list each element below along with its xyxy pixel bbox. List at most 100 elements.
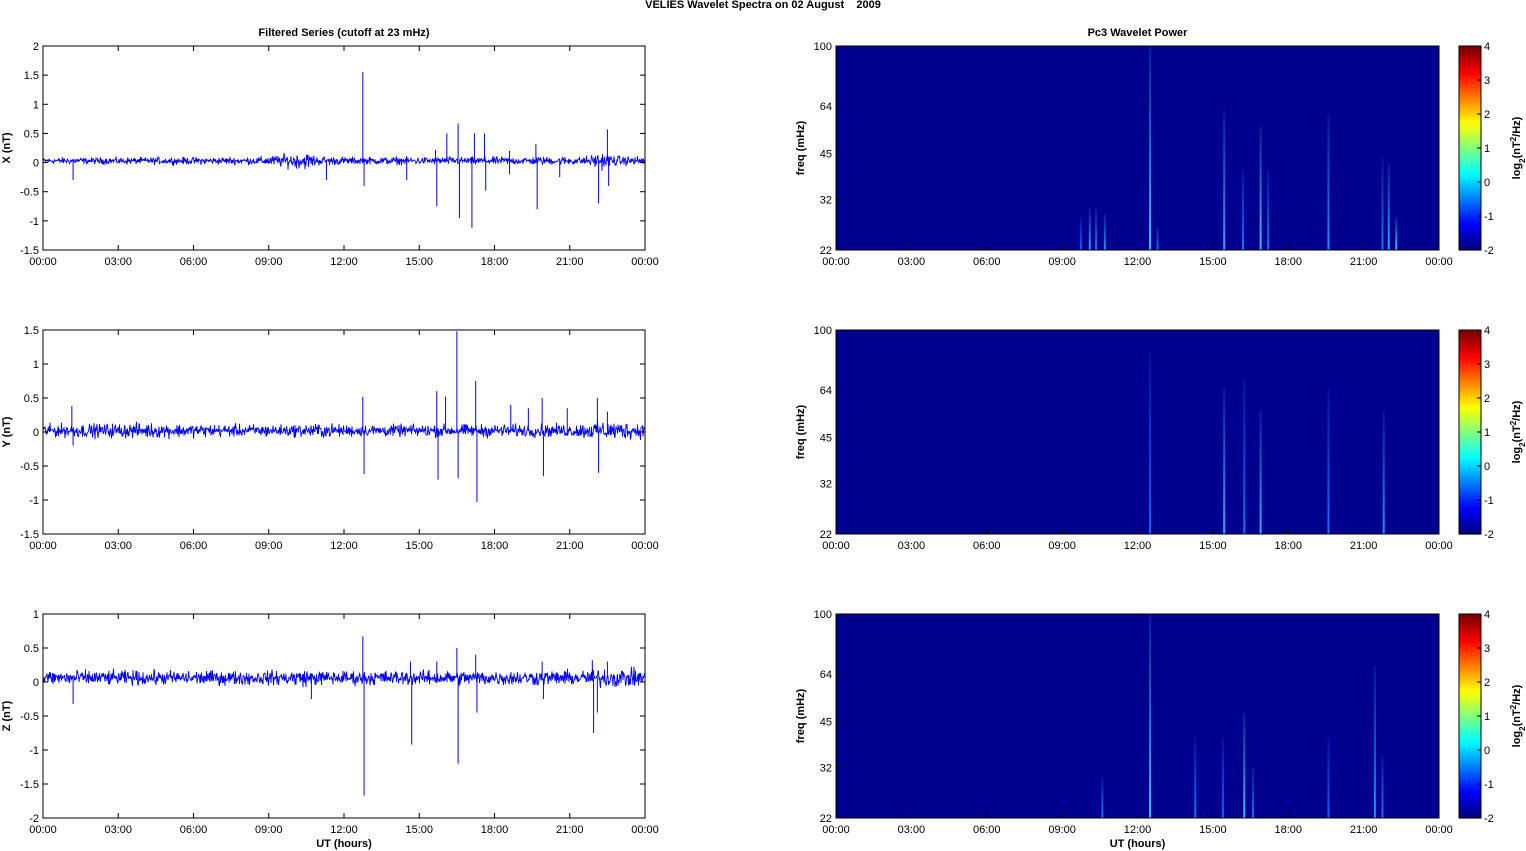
xtick-label: 12:00: [1124, 256, 1152, 268]
colorbar-tick-label: 4: [1484, 325, 1490, 337]
colorbar-cell: [1459, 495, 1481, 500]
colorbar-cell: [1459, 457, 1481, 462]
colorbar-cell: [1459, 371, 1481, 376]
ylabel: freq (mHz): [795, 688, 807, 743]
colorbar-cell: [1459, 214, 1481, 219]
xtick-label: 21:00: [556, 824, 584, 836]
colorbar-cell: [1459, 243, 1481, 248]
colorbar-cell: [1459, 645, 1481, 650]
colorbar-cell: [1459, 103, 1481, 108]
colorbar-cell: [1459, 55, 1481, 60]
ytick-label: -1: [29, 745, 39, 757]
series-line-z: [43, 666, 645, 689]
colorbar-cell: [1459, 163, 1481, 168]
ytick-label: 1.5: [24, 325, 39, 337]
colorbar-cell: [1459, 661, 1481, 666]
ytick-label: 32: [820, 195, 832, 207]
heatmap-background: [836, 330, 1439, 534]
colorbar-cell: [1459, 119, 1481, 124]
xtick-label: 15:00: [1199, 540, 1227, 552]
xtick-label: 09:00: [255, 540, 283, 552]
power-streak: [1243, 378, 1246, 534]
ytick-label: 100: [814, 41, 832, 53]
colorbar-cell: [1459, 106, 1481, 111]
series-trace: [43, 72, 645, 228]
ytick-label: 64: [820, 385, 832, 397]
colorbar-cell: [1459, 703, 1481, 708]
colorbar-cell: [1459, 224, 1481, 229]
colorbar-cell: [1459, 368, 1481, 373]
colorbar-cell: [1459, 330, 1481, 334]
colorbar-cell: [1459, 396, 1481, 401]
plot-area: [43, 614, 645, 818]
xtick-label: 09:00: [1048, 256, 1076, 268]
ytick-label: 22: [820, 245, 832, 257]
power-streak: [1103, 212, 1106, 250]
xlabel: UT (hours): [316, 838, 372, 850]
colorbar-cell: [1459, 786, 1481, 790]
colorbar-cell: [1459, 81, 1481, 85]
colorbar-cell: [1459, 731, 1481, 736]
colorbar-cell: [1459, 636, 1481, 641]
power-streak: [1223, 388, 1226, 534]
colorbar-cell: [1459, 805, 1481, 810]
ytick-label: -1: [29, 216, 39, 228]
colorbar-cell: [1459, 240, 1481, 245]
colorbar-cell: [1459, 684, 1481, 688]
power-streak: [1243, 712, 1246, 818]
colorbar-cell: [1459, 444, 1481, 449]
colorbar-cell: [1459, 432, 1481, 436]
colorbar-cell: [1459, 374, 1481, 379]
xtick-label: 00:00: [631, 540, 659, 552]
colorbar-cell: [1459, 173, 1481, 178]
ylabel: freq (mHz): [795, 120, 807, 175]
xtick-label: 12:00: [1124, 540, 1152, 552]
power-streak: [1381, 156, 1384, 250]
xtick-label: 15:00: [405, 824, 433, 836]
ytick-label: 0.5: [24, 643, 39, 655]
colorbar-cell: [1459, 798, 1481, 803]
colorbar-cell: [1459, 728, 1481, 733]
colorbar-cell: [1459, 237, 1481, 242]
xtick-label: 00:00: [29, 256, 57, 268]
ytick-label: 22: [820, 813, 832, 825]
colorbar-cell: [1459, 511, 1481, 516]
colorbar-cell: [1459, 441, 1481, 446]
colorbar-cell: [1459, 760, 1481, 765]
ytick-label: -1.5: [20, 245, 39, 257]
ylabel: X (nT): [1, 132, 13, 163]
power-streak: [1149, 351, 1152, 534]
colorbar-cell: [1459, 709, 1481, 714]
colorbar-cell: [1459, 183, 1481, 187]
power-streak: [1395, 217, 1398, 250]
colorbar-cell: [1459, 725, 1481, 730]
colorbar-cell: [1459, 617, 1481, 621]
power-streak: [1327, 737, 1330, 818]
colorbar-cell: [1459, 463, 1481, 468]
colorbar-cell: [1459, 668, 1481, 672]
colorbar-cell: [1459, 498, 1481, 503]
xtick-label: 00:00: [29, 824, 57, 836]
colorbar-cell: [1459, 148, 1481, 152]
colorbar-cell: [1459, 486, 1481, 490]
ytick-label: 1: [33, 99, 39, 111]
colorbar-cell: [1459, 518, 1481, 522]
colorbar-cell: [1459, 527, 1481, 532]
colorbar-cell: [1459, 406, 1481, 411]
colorbar-cell: [1459, 74, 1481, 79]
colorbar: -2 -1 0 1 2 3 4 log2(nT2/Hz): [1458, 609, 1526, 825]
colorbar-cell: [1459, 489, 1481, 494]
power-streak: [1259, 126, 1262, 250]
colorbar-cell: [1459, 473, 1481, 478]
series-trace: [43, 636, 645, 796]
colorbar-cell: [1459, 65, 1481, 69]
colorbar-cell: [1459, 524, 1481, 529]
xtick-label: 03:00: [898, 824, 926, 836]
xtick-label: 18:00: [481, 256, 509, 268]
power-streak: [1101, 776, 1104, 818]
colorbar-cell: [1459, 505, 1481, 510]
colorbar-cell: [1459, 403, 1481, 408]
xtick-label: 18:00: [1274, 824, 1302, 836]
